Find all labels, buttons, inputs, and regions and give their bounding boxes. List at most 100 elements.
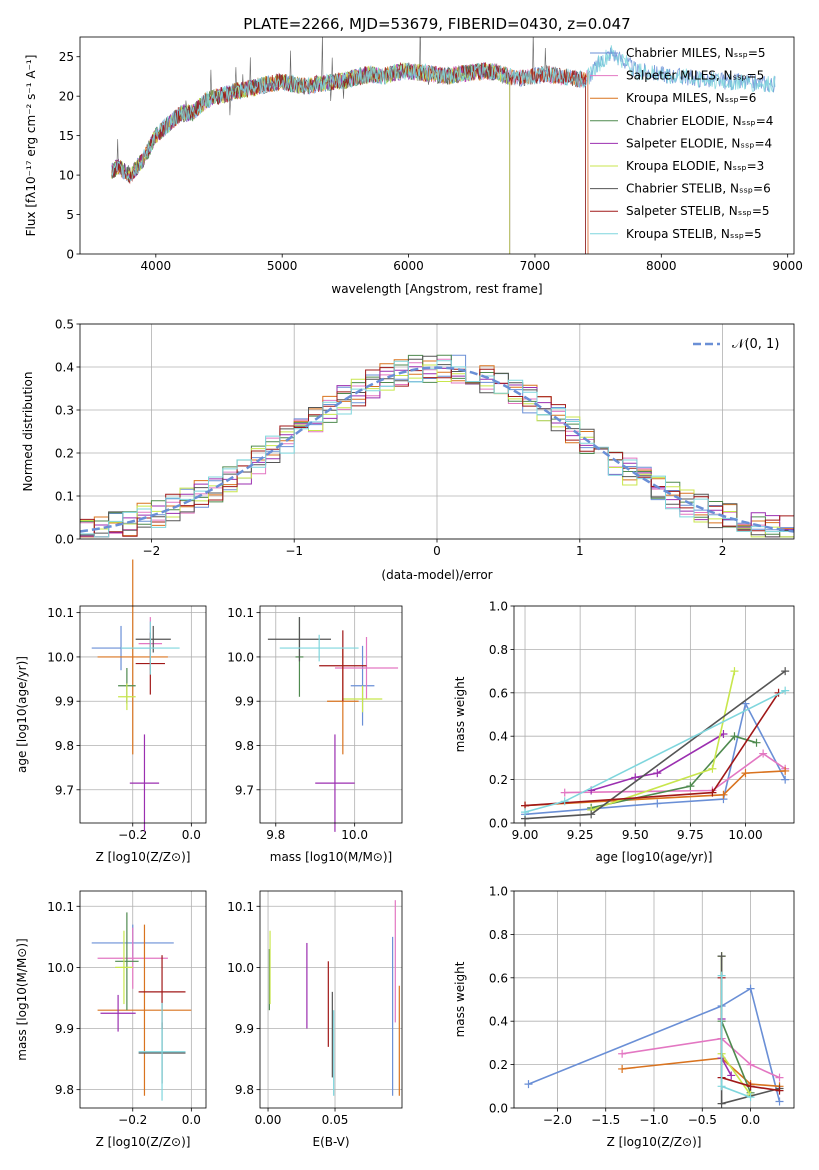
x-axis-label: (data-model)/error [381,568,492,582]
axes-frame [79,605,207,824]
series-line [720,956,752,1094]
panel-1: −2 −1 0 1 2 0.0 0.1 0.2 0.3 0.4 0.5 (data-model)/er… [21,318,795,582]
errorbars [91,559,180,832]
x-tick-label: 9.8 [266,828,285,842]
histogram-series [80,360,794,538]
series-marker [727,1071,736,1080]
legend-label: Salpeter ELODIE, Nₛₛₚ=4 [626,136,772,150]
x-axis-label: Z [log10(Z/Z⊙)] [607,1135,702,1149]
spectrum-line [111,45,776,182]
series-marker [560,788,569,797]
spectrum-line [111,61,586,254]
legend-label: Chabrier MILES, Nₛₛₚ=5 [626,46,766,60]
y-tick-label: 10.1 [47,606,74,620]
series-marker [730,732,739,741]
series-marker [653,769,662,778]
legend-label: Chabrier STELIB, Nₛₛₚ=6 [626,182,771,196]
panel-0: 4000 5000 6000 7000 8000 9000 0 5 10 15 20 25 PLATE=… [24,15,803,296]
x-tick-label: 6000 [393,259,424,273]
axes-frame [259,605,403,824]
y-tick-label: 9.9 [55,695,74,709]
y-tick-label: 0.0 [55,533,74,547]
series-marker [730,667,739,676]
y-tick-label: 9.8 [235,739,254,753]
series-marker [775,1086,784,1095]
y-tick-label: 10.0 [47,961,74,975]
series-marker [781,686,790,695]
y-tick-label: 0.1 [55,490,74,504]
y-tick-label: 9.9 [55,1022,74,1036]
series-marker [752,738,761,747]
y-tick-label: 0.2 [489,773,508,787]
y-axis-label: mass [log10(M/M⊙)] [15,938,29,1060]
series-line [622,1057,780,1088]
series-marker [618,1049,627,1058]
x-tick-label: 9.00 [512,828,539,842]
histogram-series [80,364,794,538]
series-marker [717,971,726,980]
y-tick-label: 0.2 [489,1058,508,1072]
series-line [621,1037,780,1079]
series-marker [653,799,662,808]
x-tick-label: 9000 [772,259,803,273]
legend-label: Kroupa STELIB, Nₛₛₚ=5 [626,227,762,241]
y-tick-label: 9.8 [55,1083,74,1097]
x-tick-label: 9.25 [567,828,594,842]
panel-3: 9.8 10.0 9.7 9.8 9.9 10.0 10.1 mass [log10(M/M⊙… [227,605,403,864]
y-tick-label: 10.0 [47,650,74,664]
y-tick-label: 9.7 [235,783,254,797]
x-axis-label: mass [log10(M/M⊙)] [270,850,392,864]
spectra [111,37,776,254]
spectrum-line [111,62,589,254]
x-tick-label: −1.5 [591,1113,620,1127]
chart-title: PLATE=2266, MJD=53679, FIBERID=0430, z=0… [243,15,630,33]
series-marker [719,790,728,799]
series-marker [717,952,726,961]
y-tick-label: 9.8 [235,1083,254,1097]
x-tick-label: 7000 [520,259,551,273]
series-marker [631,773,640,782]
y-axis-label: mass weight [453,676,467,752]
y-tick-label: 0.3 [55,404,74,418]
axes-frame [513,605,795,824]
histogram-series [80,367,794,538]
series-marker [746,1082,755,1091]
series-marker [587,810,596,819]
x-tick-label: 0.05 [322,1113,349,1127]
y-tick-label: 10.1 [227,606,254,620]
y-tick-label: 0.4 [489,730,508,744]
series-marker [560,797,569,806]
spectrum-line [111,62,511,254]
y-axis-label: mass weight [453,961,467,1037]
x-tick-label: 0.0 [741,1113,760,1127]
y-tick-label: 25 [59,50,74,64]
series-marker [618,1064,627,1073]
x-axis-label: E(B-V) [312,1135,349,1149]
series-line [528,987,781,1102]
x-tick-label: −1.0 [639,1113,668,1127]
y-tick-label: 9.9 [235,695,254,709]
spectrum-line [111,37,586,254]
x-tick-label: 10.0 [341,828,368,842]
y-tick-label: 9.8 [55,739,74,753]
series-marker [781,766,790,775]
y-axis-label: age [log10(age/yr)] [15,656,29,773]
x-axis-label: Z [log10(Z/Z⊙)] [96,1135,191,1149]
y-tick-label: 0.0 [489,1102,508,1116]
axes-frame [513,890,795,1109]
x-tick-label: 0.0 [182,1113,201,1127]
x-axis-label: wavelength [Angstrom, rest frame] [331,282,542,296]
series-marker [521,808,530,817]
x-axis-label: age [log10(age/yr)] [596,850,713,864]
x-tick-label: 8000 [646,259,677,273]
series-line [524,701,786,816]
series-marker [781,667,790,676]
y-tick-label: 0.8 [489,643,508,657]
legend-label: Salpeter STELIB, Nₛₛₚ=5 [626,204,770,218]
panel-6: 0.00 0.05 9.8 9.9 10.0 10.1 E(B-V) [227,890,403,1149]
y-tick-label: 0.2 [55,447,74,461]
series-marker [708,788,717,797]
y-tick-label: 10.1 [227,900,254,914]
x-tick-label: 2 [719,544,727,558]
